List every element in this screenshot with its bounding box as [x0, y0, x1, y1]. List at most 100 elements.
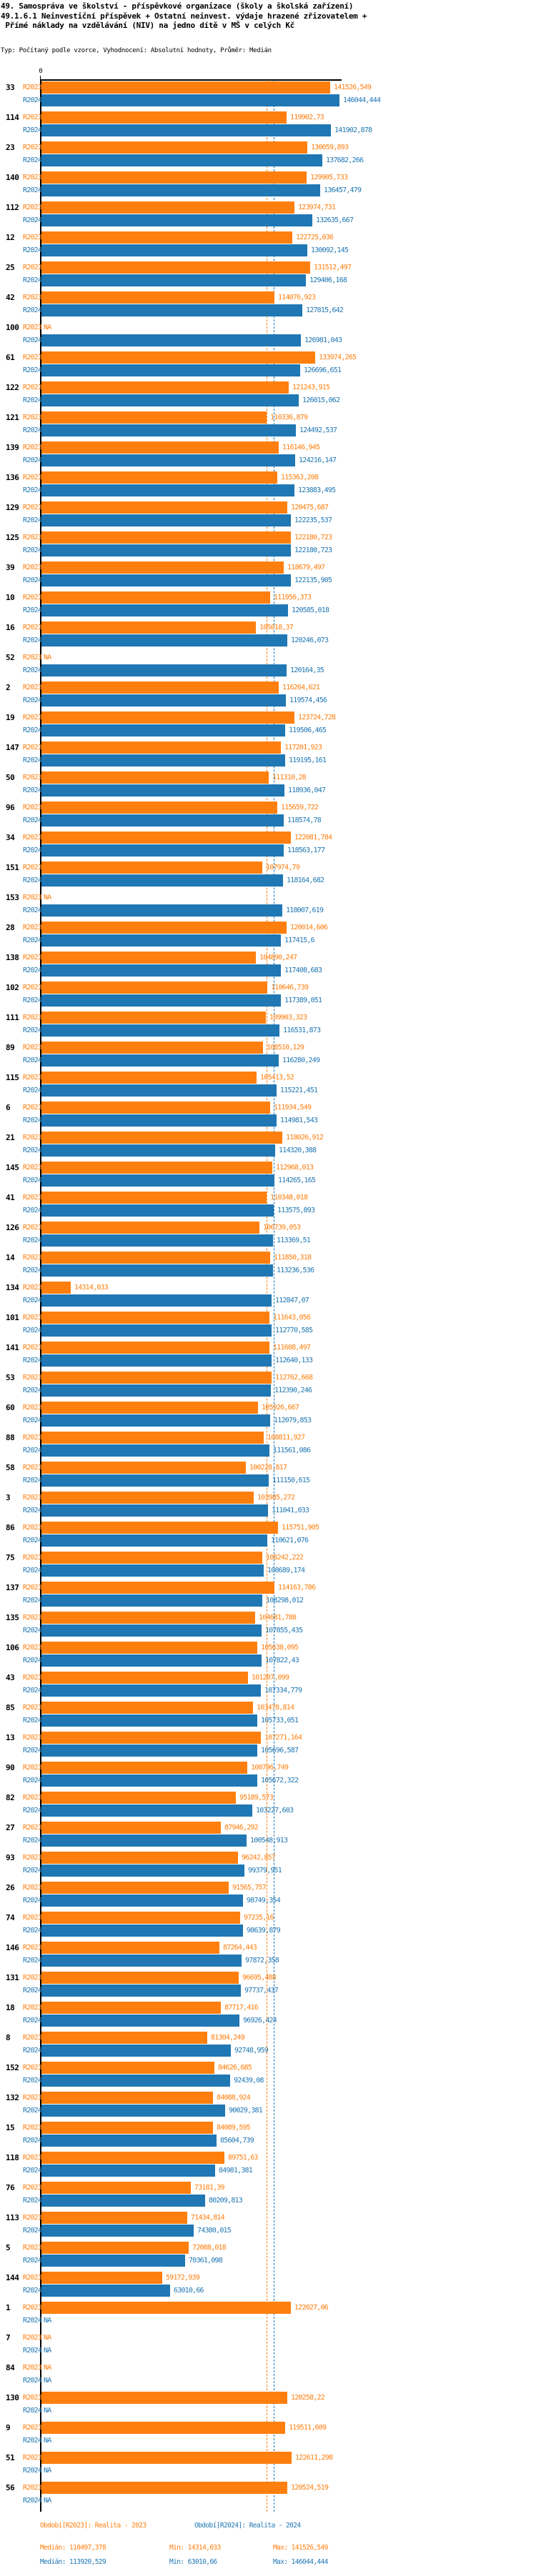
bar-value-r2023: 105638,095 [261, 1644, 299, 1652]
series-label-r2023: R2023 [23, 1644, 42, 1652]
bar-value-r2023: 104890,247 [259, 954, 297, 962]
bar-r2024 [41, 1504, 268, 1517]
bar-r2024 [41, 784, 284, 797]
bar-value-r2024: 116531,873 [283, 1027, 321, 1034]
bar-value-r2024: 98749,354 [247, 1897, 281, 1904]
series-label-r2024: R2024 [23, 1987, 42, 1995]
series-label-r2023: R2023 [23, 2184, 42, 2192]
bar-value-r2024: 114265,165 [278, 1177, 316, 1184]
bar-r2024 [41, 1564, 264, 1577]
bar-r2023 [41, 1552, 262, 1564]
series-label-r2023: R2023 [23, 2214, 42, 2222]
bar-value-r2024: 118164,682 [287, 877, 324, 884]
series-label-r2024: R2024 [23, 1507, 42, 1514]
bar-r2023 [41, 111, 287, 124]
series-label-r2023: R2023 [23, 204, 42, 211]
bar-value-r2024: 112770,585 [275, 1327, 313, 1334]
series-label-r2023: R2023 [23, 504, 42, 511]
series-label-r2024: R2024 [23, 1807, 42, 1814]
bar-value-r2023: 120524,519 [291, 2484, 329, 2492]
bar-value-r2023: 89751,63 [228, 2154, 259, 2162]
series-label-r2024: R2024 [23, 576, 42, 584]
row-id: 152 [6, 2063, 19, 2072]
bar-r2023 [41, 381, 289, 394]
series-label-r2023: R2023 [23, 2304, 42, 2312]
bar-r2023 [41, 2392, 287, 2404]
bar-value-r2024: 118936,047 [288, 787, 326, 794]
bar-r2023 [41, 1462, 246, 1474]
bar-r2023 [41, 1492, 254, 1504]
bar-r2023 [41, 1792, 236, 1804]
stat-max-r2024: Max: 146044,444 [273, 2558, 328, 2566]
chart-row-12: 12 R2023 122725,036 R2024 130092,145 [0, 231, 536, 261]
bar-value-r2024: 119506,465 [289, 727, 327, 734]
stat-median-r2023: Medián: 110497,378 [40, 2544, 106, 2552]
series-label-r2024: R2024 [23, 2437, 42, 2445]
series-label-r2024: R2024 [23, 276, 42, 284]
bar-r2024 [41, 124, 331, 136]
chart-row-50: 50 R2023 111310,28 R2024 118936,047 [0, 771, 536, 801]
bar-r2023 [41, 81, 330, 94]
bar-value-r2023: 130059,893 [311, 144, 349, 151]
bar-value-r2023: 115363,208 [281, 474, 319, 481]
row-id: 2 [6, 683, 11, 692]
bar-value-r2023: 108811,927 [267, 1434, 305, 1442]
bar-value-r2023: 122725,036 [296, 234, 334, 241]
bar-value-r2024: 130092,145 [311, 246, 349, 254]
series-label-r2023: R2023 [23, 2034, 42, 2042]
chart-row-34: 34 R2023 122081,784 R2024 118563,177 [0, 831, 536, 861]
series-label-r2023: R2023 [23, 1584, 42, 1592]
series-label-r2023: R2023 [23, 1044, 42, 1052]
bar-r2023 [41, 471, 277, 484]
bar-r2024 [41, 484, 294, 496]
bar-r2023 [41, 1882, 229, 1894]
series-label-r2023: R2023 [23, 1914, 42, 1922]
chart-row-121: 121 R2023 110336,879 R2024 124492,537 [0, 411, 536, 441]
bar-value-r2024: 112079,853 [274, 1417, 312, 1424]
row-id: 18 [6, 2003, 15, 2012]
bar-r2024 [41, 364, 300, 376]
bar-r2024 [41, 934, 281, 947]
bar-r2023 [41, 1162, 272, 1174]
bar-r2024 [41, 1294, 272, 1307]
bar-value-r2024: NA [44, 2437, 51, 2445]
chart-row-113: 113 R2023 71434,814 R2024 74380,015 [0, 2211, 536, 2241]
chart-row-53: 53 R2023 112762,668 R2024 112390,246 [0, 1371, 536, 1401]
bar-r2023 [41, 231, 292, 244]
bar-r2024 [41, 1474, 269, 1487]
series-label-r2023: R2023 [23, 1974, 42, 1982]
chart-row-6: 6 R2023 111934,549 R2024 114981,543 [0, 1101, 536, 1131]
series-label-r2023: R2023 [23, 2064, 42, 2072]
bar-r2024 [41, 244, 307, 256]
series-label-r2023: R2023 [23, 1314, 42, 1322]
bar-r2024 [41, 1324, 272, 1337]
series-label-r2023: R2023 [23, 1524, 42, 1532]
series-label-r2024: R2024 [23, 2227, 42, 2235]
row-id: 8 [6, 2033, 11, 2042]
bar-value-r2023: 105926,667 [262, 1404, 299, 1412]
series-label-r2024: R2024 [23, 2017, 42, 2025]
chart-row-58: 58 R2023 100228,817 R2024 111150,615 [0, 1461, 536, 1491]
bar-value-r2023: 114163,786 [278, 1584, 316, 1592]
series-label-r2024: R2024 [23, 2347, 42, 2355]
bar-value-r2024: 126015,062 [302, 396, 340, 404]
series-label-r2023: R2023 [23, 864, 42, 872]
series-label-r2024: R2024 [23, 1657, 42, 1664]
bar-r2024 [41, 1234, 273, 1247]
row-id: 14 [6, 1253, 15, 1262]
chart-row-15: 15 R2023 84089,595 R2024 85604,739 [0, 2121, 536, 2151]
bar-r2024 [41, 1114, 277, 1127]
bar-value-r2024: 127815,642 [306, 306, 344, 314]
bar-r2024 [41, 1744, 257, 1757]
bar-r2023 [41, 1522, 278, 1534]
bar-r2024 [41, 2255, 185, 2267]
chart-row-136: 136 R2023 115363,208 R2024 123883,495 [0, 471, 536, 501]
bar-r2023 [41, 1702, 253, 1714]
row-id: 146 [6, 1943, 19, 1952]
bar-r2024 [41, 1174, 274, 1187]
chart-row-82: 82 R2023 95189,573 R2024 103227,603 [0, 1791, 536, 1821]
bar-value-r2024: 112847,07 [275, 1297, 309, 1304]
x-axis-line [40, 79, 342, 81]
row-id: 7 [6, 2333, 11, 2342]
chart-row-134: 134 R2023 14314,033 R2024 112847,07 [0, 1281, 536, 1311]
